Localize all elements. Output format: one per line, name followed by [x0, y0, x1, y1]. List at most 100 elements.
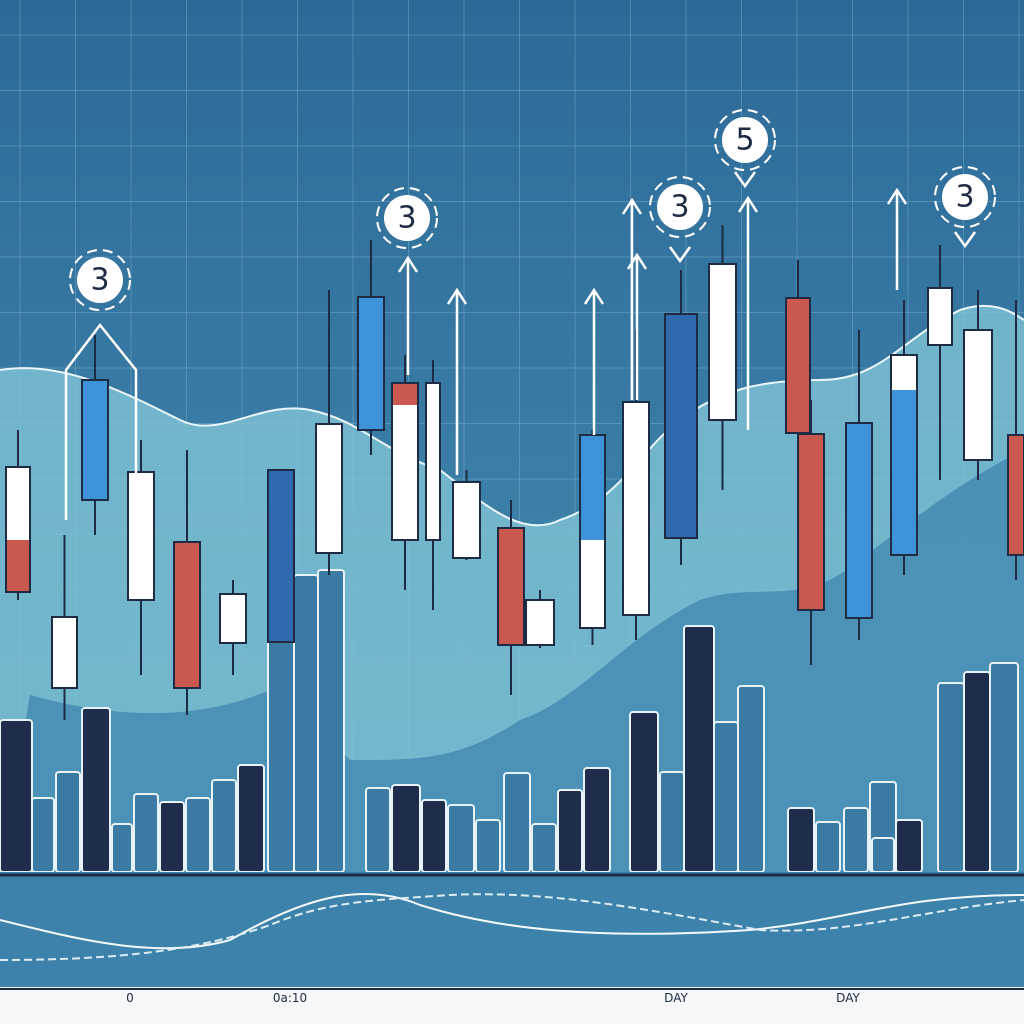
- volume-bar: [55, 771, 81, 873]
- candle-body: [453, 482, 480, 558]
- candle-outline: [845, 422, 873, 619]
- labels: 3 3 3 5 3 0 0a:10 DAY DAY: [69, 109, 996, 1005]
- bracket: [64, 322, 138, 520]
- candle-body: [6, 467, 30, 540]
- volume-bar: [447, 804, 475, 873]
- candle-body: [316, 424, 342, 553]
- candle-outline: [797, 433, 825, 611]
- badge: [722, 117, 768, 163]
- candle-body: [220, 594, 246, 643]
- badge-label: 3: [397, 201, 416, 236]
- indicator-line: [0, 893, 1024, 961]
- volume-bar: [133, 793, 159, 873]
- arrow-head: [397, 255, 419, 273]
- volume-bar: [989, 662, 1019, 873]
- candle-body: [580, 540, 605, 628]
- candle-body: [526, 600, 554, 645]
- badge: [942, 174, 988, 220]
- volume-bar: [815, 821, 841, 873]
- candle-body: [426, 383, 440, 540]
- volume-bar: [871, 837, 895, 873]
- badge: [77, 257, 123, 303]
- volume-bar: [659, 771, 685, 873]
- candles: [5, 225, 1024, 720]
- candle-outline: [357, 296, 385, 431]
- candle-body: [846, 423, 872, 618]
- candle-body: [498, 528, 524, 645]
- pointer: [668, 246, 692, 264]
- volume-bar: [391, 784, 421, 873]
- badge-label: 3: [955, 180, 974, 215]
- candle-body: [786, 298, 810, 433]
- area-outline: [0, 304, 1024, 527]
- volume-bar: [185, 797, 211, 873]
- candle-body: [891, 390, 917, 555]
- volume-bar: [211, 779, 237, 873]
- indicator-line: [0, 893, 1024, 950]
- candle-outline: [525, 599, 555, 646]
- lower-panel: [0, 872, 1024, 987]
- candle-outline: [664, 313, 698, 539]
- candle-body: [964, 330, 992, 460]
- candle-body: [358, 297, 384, 430]
- badge-label: 3: [670, 190, 689, 225]
- badge-ring: [934, 166, 996, 228]
- arrow-head: [737, 195, 759, 213]
- volume-bar: [737, 685, 765, 873]
- candle-body: [665, 314, 697, 538]
- volume-bar: [937, 682, 965, 873]
- volume-bar: [111, 823, 133, 873]
- candle-outline: [81, 379, 109, 501]
- volume-bar: [713, 721, 739, 873]
- pointer: [733, 171, 757, 189]
- arrow-head: [583, 287, 605, 305]
- volume-bar: [293, 574, 319, 873]
- volume-bar: [683, 625, 715, 873]
- arrow-head: [886, 187, 908, 205]
- candle-outline: [927, 287, 953, 346]
- badge: [657, 184, 703, 230]
- candle-outline: [127, 471, 155, 601]
- candle-body: [928, 288, 952, 345]
- axis-label: 0a:10: [273, 991, 307, 1005]
- candle-body: [268, 470, 294, 642]
- volume-bar: [963, 671, 991, 873]
- badge-ring: [714, 109, 776, 171]
- arrow-head: [621, 197, 643, 215]
- candle-outline: [315, 423, 343, 554]
- volume-bar: [787, 807, 815, 873]
- candle-outline: [497, 527, 525, 646]
- candle-outline: [51, 616, 78, 689]
- volume-bar: [843, 807, 869, 873]
- volume-bar: [895, 819, 923, 873]
- candle-body: [1008, 435, 1024, 555]
- candle-outline: [173, 541, 201, 689]
- arrow-head: [446, 287, 468, 305]
- candle-outline: [579, 434, 606, 629]
- volume-bar: [81, 707, 111, 873]
- candle-body: [52, 617, 77, 688]
- volume-bar: [317, 569, 345, 873]
- arrow-head: [626, 252, 648, 270]
- candle-body: [6, 540, 30, 592]
- badge: [384, 195, 430, 241]
- volume-bar: [365, 787, 391, 873]
- axis-label: 0: [126, 991, 134, 1005]
- candle-body: [392, 405, 418, 540]
- candle-body: [174, 542, 200, 688]
- candle-outline: [391, 382, 419, 541]
- volume-bars: [0, 569, 1019, 873]
- candle-outline: [963, 329, 993, 461]
- volume-bar: [237, 764, 265, 873]
- volume-bar: [531, 823, 557, 873]
- candle-body: [82, 380, 108, 500]
- volume-bar: [31, 797, 55, 873]
- volume-bar: [159, 801, 185, 873]
- arrows: [64, 171, 977, 520]
- badge-ring: [376, 187, 438, 249]
- candle-outline: [425, 382, 441, 541]
- volume-bar: [557, 789, 583, 873]
- candle-body: [891, 355, 917, 390]
- pointer: [953, 231, 977, 249]
